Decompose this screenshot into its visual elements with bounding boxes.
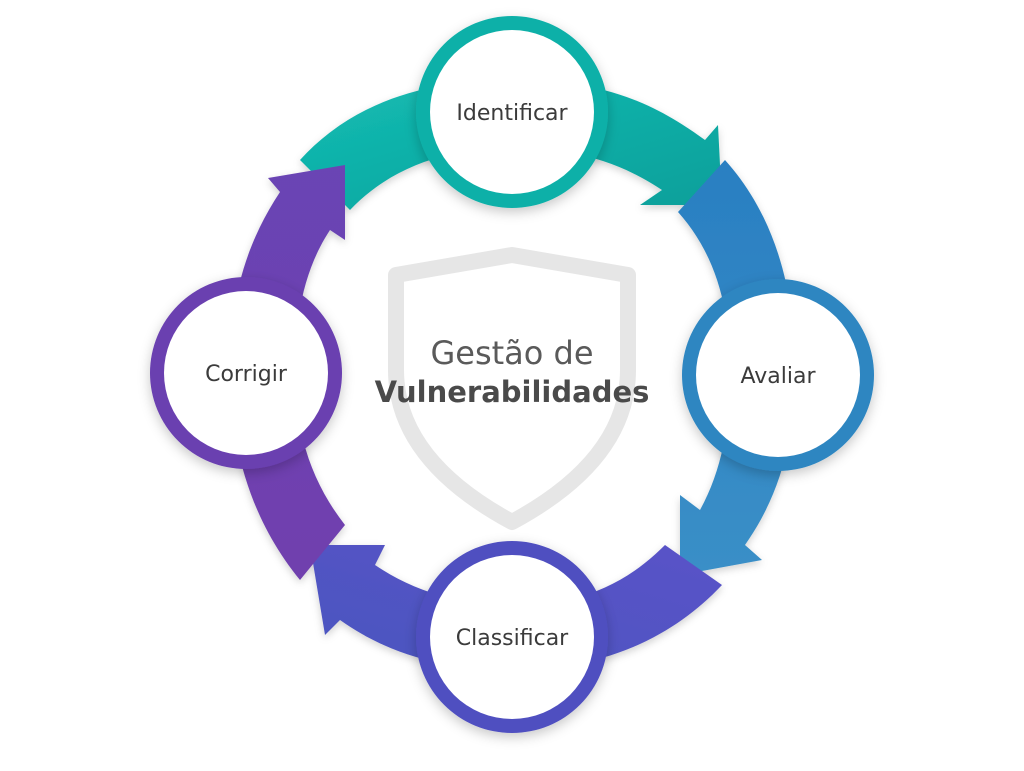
center-title-line1: Gestão de — [430, 334, 593, 372]
center-title-line2: Vulnerabilidades — [375, 375, 650, 409]
shield-icon — [388, 247, 636, 530]
step-label-avaliar: Avaliar — [740, 364, 816, 389]
step-label-corrigir: Corrigir — [205, 362, 288, 387]
step-node-avaliar: Avaliar — [682, 279, 874, 471]
step-label-classificar: Classificar — [456, 626, 569, 651]
step-node-identificar: Identificar — [416, 16, 608, 208]
step-node-classificar: Classificar — [416, 541, 608, 733]
step-label-identificar: Identificar — [456, 101, 568, 126]
step-node-corrigir: Corrigir — [150, 277, 342, 469]
